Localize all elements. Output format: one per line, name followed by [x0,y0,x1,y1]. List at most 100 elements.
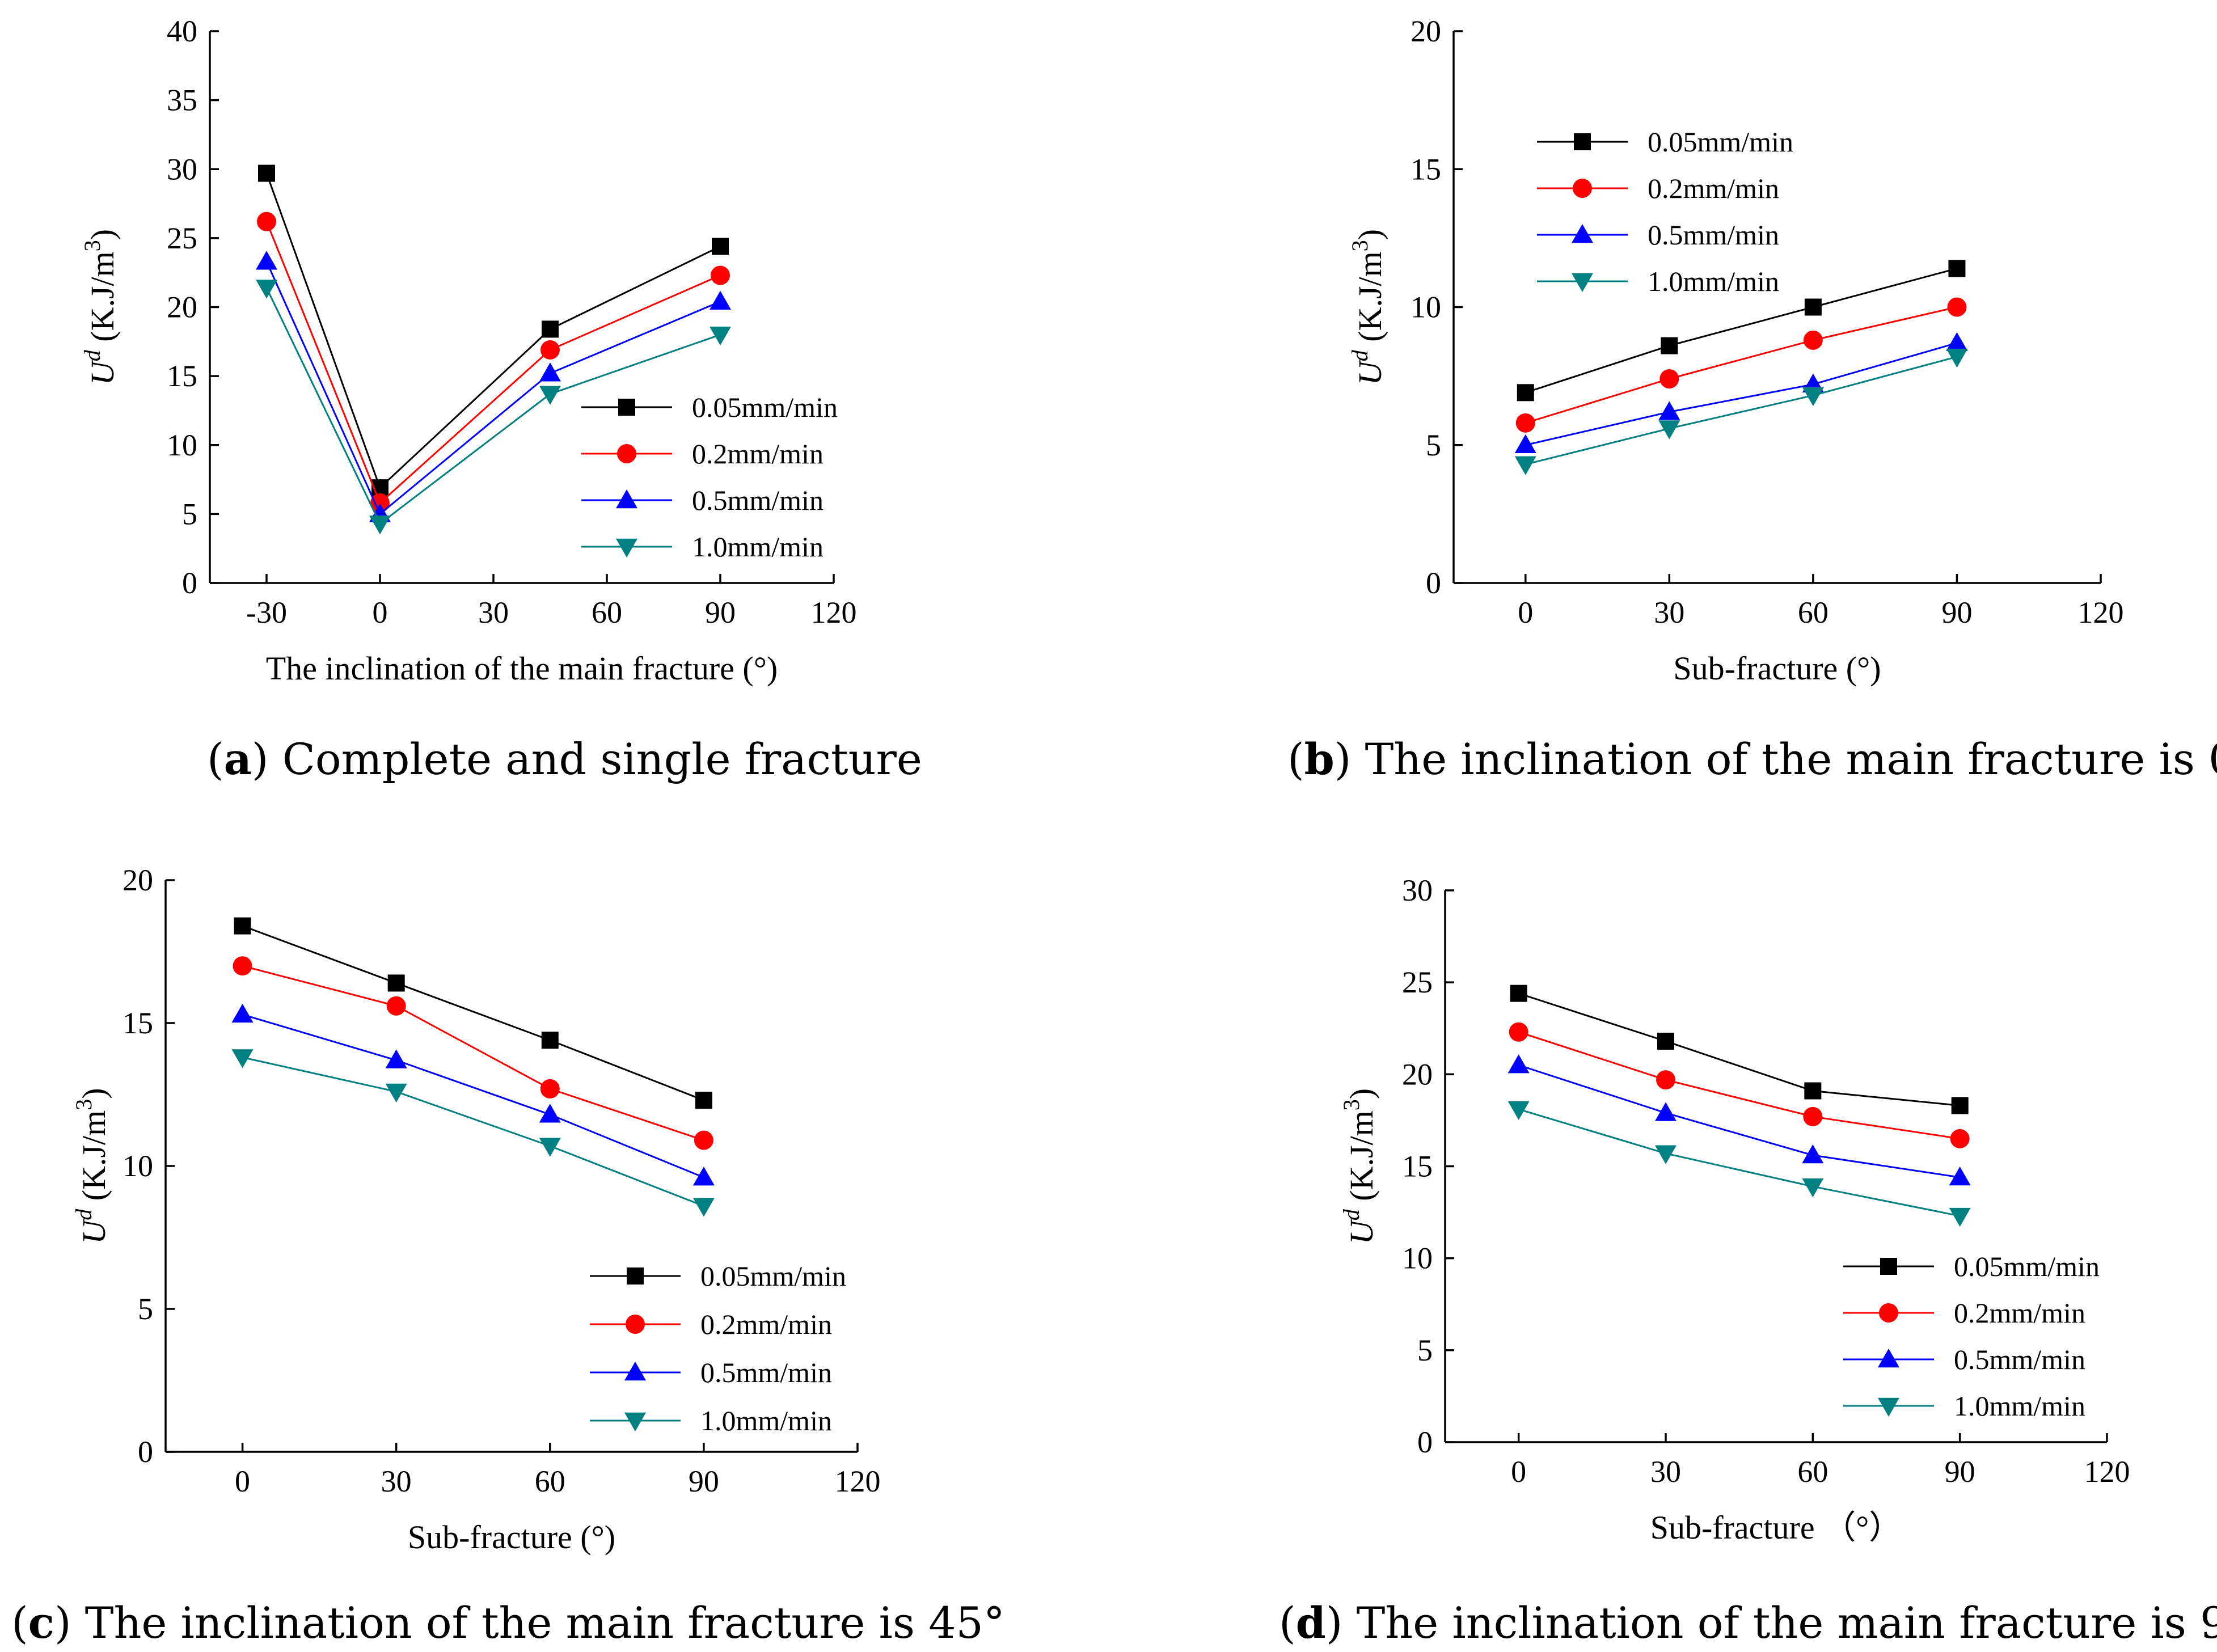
data-point [385,1049,407,1068]
series-line [242,925,704,1101]
y-tick-label: 20 [123,863,153,897]
y-axis-title: Ud (K.J/m3) [1338,1088,1380,1244]
caption-letter: b [1304,734,1335,784]
y-tick-label: 5 [182,497,197,531]
caption-open-paren: ( [11,1598,28,1648]
data-point [692,1167,715,1186]
panel-caption: (c) The inclination of the main fracture… [11,1598,1005,1648]
x-tick-label: 120 [2078,595,2124,629]
caption-text: Complete and single fracture [269,734,922,784]
series-line [1518,1064,1960,1178]
caption-text: The inclination of the main fracture is … [71,1598,1005,1648]
data-point [1514,456,1536,475]
data-point [386,996,406,1016]
data-point [1517,384,1534,402]
data-point [1657,1032,1674,1050]
y-tick-label: 10 [1402,1241,1433,1275]
y-axis-title: Ud (K.J/m3) [1347,229,1388,385]
data-point [710,290,731,310]
y-axis-title-unit: (K.J/m [1352,251,1388,350]
series-line [265,287,721,525]
legend-label: 1.0mm/min [692,531,824,563]
chart-panel-d: 0 5 10 15 20 25 30 0 30 60 90 120 Sub-fracture （°） Ud… [1279,873,2217,1648]
series-line [242,965,704,1142]
y-tick-label: 20 [1402,1057,1433,1091]
y-tick-label: 30 [167,152,197,186]
data-point [1804,1082,1822,1100]
series-line [265,261,721,516]
panel-caption: (d) The inclination of the main fracture… [1279,1598,2217,1648]
y-tick-label: 5 [1417,1333,1433,1367]
legend-marker [617,444,636,463]
x-tick-label: 120 [835,1464,881,1498]
x-tick-label: 90 [1941,595,1972,629]
x-axis-title: Sub-fracture (°) [408,1519,615,1556]
x-tick-label: 90 [689,1464,719,1498]
legend-label: 1.0mm/min [700,1405,832,1436]
legend-marker [1880,1258,1897,1275]
y-tick-label: 30 [1402,873,1433,907]
y-tick-label: 15 [1402,1150,1433,1184]
y-axis-title-close: ) [1352,229,1388,240]
series-line [1525,267,1957,394]
series-line [265,173,721,489]
series-line [242,1013,704,1178]
chart-panel-b: 0 5 10 15 20 0 30 60 90 120 Sub-fracture (°) Ud (K.… [1287,14,2217,784]
data-point [539,362,561,382]
data-point [539,1104,561,1123]
caption-close-paren: ) [1335,734,1352,784]
data-point [1658,401,1680,420]
data-point [710,326,731,346]
caption-close-paren: ) [54,1598,71,1648]
y-tick-label: 0 [1426,566,1441,600]
x-tick-label: -30 [246,595,287,629]
panel-caption: (a) Complete and single fracture [207,734,922,784]
y-tick-label: 0 [1417,1425,1433,1459]
caption-close-paren: ) [252,734,269,784]
legend-marker [624,1362,646,1381]
y-axis-title-superscript: d [1338,1209,1364,1220]
legend-marker [1573,179,1592,198]
series-line [1518,992,1960,1106]
y-axis-title-unit-superscript: 3 [79,240,105,251]
data-point [234,917,251,935]
y-axis-title-unit: (K.J/m [75,1110,112,1209]
y-tick-label: 25 [1402,965,1433,999]
data-point [1802,1178,1824,1198]
legend-marker [1572,224,1593,243]
y-axis-title-unit-superscript: 3 [1338,1099,1364,1110]
x-tick-label: 60 [535,1464,565,1498]
legend-marker [1878,1397,1899,1417]
data-point [1515,413,1535,433]
y-tick-label: 15 [123,1006,153,1040]
x-tick-label: 0 [235,1464,250,1498]
legend-label: 0.2mm/min [1954,1297,2085,1329]
legend-label: 0.05mm/min [700,1260,846,1292]
x-axis-title: Sub-fracture (°) [1673,650,1881,687]
y-tick-label: 5 [1426,428,1441,462]
data-point [1509,1022,1528,1042]
data-point [256,251,277,270]
data-point [1802,387,1824,407]
y-axis-title-symbol: U [75,1218,112,1244]
legend-marker [616,538,637,557]
y-axis-title-unit: (K.J/m [84,251,121,350]
series-line [242,1057,704,1207]
y-axis-title: Ud (K.J/m3) [79,229,121,385]
y-tick-label: 10 [1411,290,1441,324]
x-tick-label: 60 [1797,1455,1828,1489]
x-axis-title: The inclination of the main fracture (°) [266,650,778,687]
x-tick-label: 90 [705,595,736,629]
caption-text: The inclination of the main fracture is … [1342,1598,2217,1648]
y-axis-title-close: ) [75,1088,112,1098]
x-tick-label: 30 [381,1464,412,1498]
data-point [370,493,390,513]
y-tick-label: 40 [167,14,197,48]
data-point [539,386,561,405]
data-point [694,1130,713,1150]
legend-label: 0.05mm/min [1648,126,1793,158]
data-point [1802,1144,1824,1164]
legend-label: 0.2mm/min [692,438,824,470]
x-tick-label: 60 [592,595,622,629]
caption-text: The inclination of the main fracture is … [1351,734,2217,784]
